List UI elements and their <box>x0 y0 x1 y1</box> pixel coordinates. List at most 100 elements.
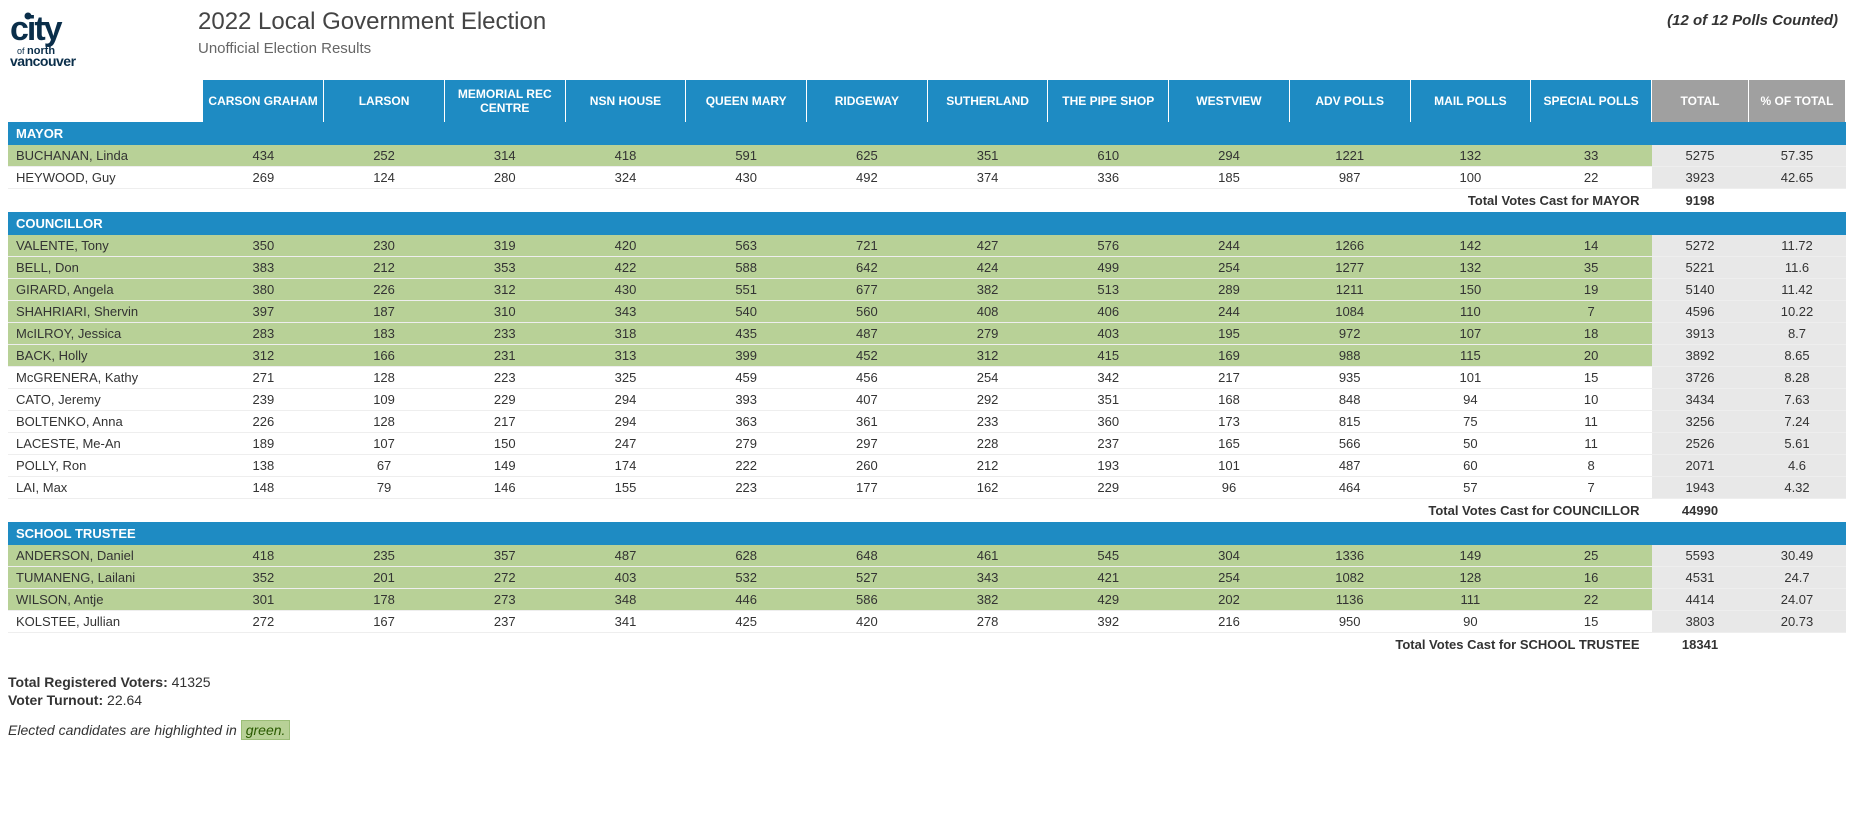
poll-column-header: SPECIAL POLLS <box>1531 80 1652 122</box>
poll-value: 254 <box>927 367 1048 389</box>
svg-text:city: city <box>10 12 63 48</box>
poll-value: 408 <box>927 301 1048 323</box>
poll-value: 7 <box>1531 477 1652 499</box>
poll-value: 11 <box>1531 433 1652 455</box>
poll-value: 294 <box>1169 145 1290 167</box>
candidate-name: SHAHRIARI, Shervin <box>8 301 203 323</box>
poll-value: 1211 <box>1289 279 1410 301</box>
candidate-pct: 11.72 <box>1749 235 1846 257</box>
candidate-row: CATO, Jeremy2391092292943934072923511688… <box>8 389 1846 411</box>
candidate-total: 3923 <box>1652 167 1749 189</box>
poll-value: 183 <box>324 323 445 345</box>
candidate-total: 5140 <box>1652 279 1749 301</box>
poll-value: 407 <box>807 389 928 411</box>
poll-value: 815 <box>1289 411 1410 433</box>
poll-value: 1221 <box>1289 145 1410 167</box>
poll-value: 138 <box>203 455 324 477</box>
poll-value: 336 <box>1048 167 1169 189</box>
candidate-name: POLLY, Ron <box>8 455 203 477</box>
candidate-name: KOLSTEE, Jullian <box>8 611 203 633</box>
poll-value: 292 <box>927 389 1048 411</box>
poll-value: 461 <box>927 545 1048 567</box>
poll-value: 272 <box>203 611 324 633</box>
poll-value: 464 <box>1289 477 1410 499</box>
candidate-pct: 11.42 <box>1749 279 1846 301</box>
section-total-value: 9198 <box>1652 189 1749 213</box>
candidate-pct: 24.07 <box>1749 589 1846 611</box>
poll-value: 487 <box>1289 455 1410 477</box>
poll-value: 434 <box>203 145 324 167</box>
poll-column-header: ADV POLLS <box>1289 80 1410 122</box>
poll-value: 499 <box>1048 257 1169 279</box>
poll-value: 648 <box>807 545 928 567</box>
registered-voters-value: 41325 <box>172 674 211 690</box>
candidate-total: 3726 <box>1652 367 1749 389</box>
poll-value: 425 <box>686 611 807 633</box>
candidate-pct: 42.65 <box>1749 167 1846 189</box>
voter-turnout-value: 22.64 <box>107 692 142 708</box>
poll-value: 420 <box>807 611 928 633</box>
poll-value: 591 <box>686 145 807 167</box>
candidate-row: HEYWOOD, Guy2691242803244304923743361859… <box>8 167 1846 189</box>
poll-value: 150 <box>444 433 565 455</box>
poll-value: 415 <box>1048 345 1169 367</box>
candidate-row: McILROY, Jessica283183233318435487279403… <box>8 323 1846 345</box>
poll-value: 403 <box>565 567 686 589</box>
poll-value: 237 <box>444 611 565 633</box>
candidate-total: 5593 <box>1652 545 1749 567</box>
poll-value: 18 <box>1531 323 1652 345</box>
poll-value: 563 <box>686 235 807 257</box>
poll-column-header: NSN HOUSE <box>565 80 686 122</box>
poll-value: 351 <box>927 145 1048 167</box>
candidate-name: BACK, Holly <box>8 345 203 367</box>
poll-value: 642 <box>807 257 928 279</box>
poll-value: 254 <box>1169 257 1290 279</box>
poll-value: 178 <box>324 589 445 611</box>
polls-counted-label: (12 of 12 Polls Counted) <box>1667 8 1846 29</box>
section-total-value: 44990 <box>1652 499 1749 523</box>
poll-value: 427 <box>927 235 1048 257</box>
candidate-name: TUMANENG, Lailani <box>8 567 203 589</box>
poll-value: 297 <box>807 433 928 455</box>
poll-value: 260 <box>807 455 928 477</box>
poll-value: 247 <box>565 433 686 455</box>
page-header: city of north vancouver 2022 Local Gover… <box>8 8 1846 68</box>
svg-text:vancouver: vancouver <box>10 53 77 68</box>
poll-value: 492 <box>807 167 928 189</box>
poll-value: 252 <box>324 145 445 167</box>
candidate-total: 5221 <box>1652 257 1749 279</box>
page-subtitle: Unofficial Election Results <box>198 40 1667 57</box>
poll-value: 586 <box>807 589 928 611</box>
poll-value: 988 <box>1289 345 1410 367</box>
page-title: 2022 Local Government Election <box>198 8 1667 36</box>
candidate-name: LACESTE, Me-An <box>8 433 203 455</box>
poll-value: 229 <box>444 389 565 411</box>
candidate-total: 1943 <box>1652 477 1749 499</box>
poll-value: 628 <box>686 545 807 567</box>
poll-value: 283 <box>203 323 324 345</box>
poll-value: 272 <box>444 567 565 589</box>
poll-value: 1082 <box>1289 567 1410 589</box>
poll-value: 382 <box>927 589 1048 611</box>
poll-value: 348 <box>565 589 686 611</box>
poll-value: 235 <box>324 545 445 567</box>
candidate-row: McGRENERA, Kathy271128223325459456254342… <box>8 367 1846 389</box>
section-header-row: MAYOR <box>8 122 1846 145</box>
poll-value: 551 <box>686 279 807 301</box>
poll-value: 610 <box>1048 145 1169 167</box>
poll-value: 109 <box>324 389 445 411</box>
poll-value: 280 <box>444 167 565 189</box>
candidate-name: ANDERSON, Daniel <box>8 545 203 567</box>
poll-value: 487 <box>807 323 928 345</box>
poll-value: 128 <box>324 367 445 389</box>
poll-value: 560 <box>807 301 928 323</box>
poll-value: 399 <box>686 345 807 367</box>
candidate-row: BUCHANAN, Linda4342523144185916253516102… <box>8 145 1846 167</box>
poll-value: 312 <box>927 345 1048 367</box>
poll-value: 420 <box>565 235 686 257</box>
poll-value: 177 <box>807 477 928 499</box>
poll-value: 435 <box>686 323 807 345</box>
poll-column-header: QUEEN MARY <box>686 80 807 122</box>
section-total-label: Total Votes Cast for SCHOOL TRUSTEE <box>8 633 1652 657</box>
candidate-name: GIRARD, Angela <box>8 279 203 301</box>
